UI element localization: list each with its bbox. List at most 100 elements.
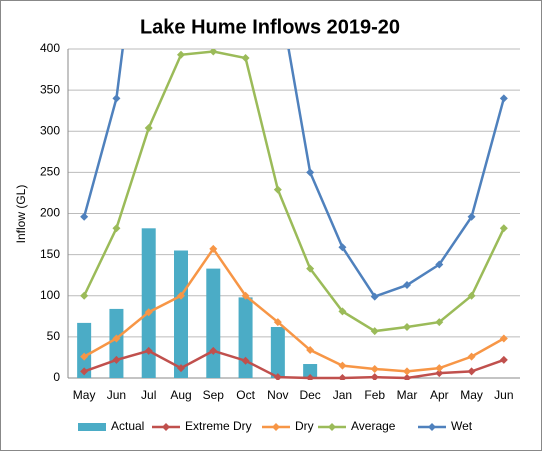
line bbox=[82, 49, 506, 299]
bar bbox=[109, 308, 124, 378]
marker bbox=[435, 364, 444, 373]
bar bbox=[77, 322, 92, 378]
marker bbox=[306, 168, 315, 177]
marker bbox=[338, 374, 347, 380]
legend-label: Extreme Dry bbox=[185, 419, 252, 433]
legend-label: Wet bbox=[451, 419, 473, 433]
marker bbox=[403, 374, 411, 380]
marker bbox=[403, 323, 411, 332]
y-tick-label: 250 bbox=[40, 165, 60, 179]
marker bbox=[144, 346, 153, 355]
marker bbox=[241, 291, 250, 300]
legend-label: Average bbox=[351, 419, 396, 433]
marker bbox=[370, 292, 379, 301]
marker bbox=[80, 367, 89, 376]
x-tick-label: Feb bbox=[364, 388, 385, 402]
marker bbox=[209, 346, 218, 355]
y-tick-label: 50 bbox=[47, 329, 61, 343]
x-tick-label: Dec bbox=[299, 388, 320, 402]
marker bbox=[177, 291, 185, 300]
marker bbox=[467, 212, 476, 221]
x-tick-label: Jan bbox=[333, 388, 352, 402]
marker bbox=[112, 355, 121, 364]
bar bbox=[141, 228, 156, 378]
marker bbox=[112, 224, 121, 233]
x-tick-label: Oct bbox=[236, 388, 255, 402]
line bbox=[83, 349, 505, 380]
plot-area bbox=[77, 49, 508, 380]
marker bbox=[241, 54, 250, 63]
legend-label: Actual bbox=[111, 419, 144, 433]
y-axis-label: Inflow (GL) bbox=[14, 185, 28, 244]
marker bbox=[112, 334, 121, 343]
x-tick-label: Sep bbox=[203, 388, 225, 402]
x-tick-label: Jun bbox=[494, 388, 513, 402]
legend-marker bbox=[162, 423, 170, 431]
marker bbox=[435, 318, 444, 327]
marker bbox=[338, 361, 347, 370]
y-tick-label: 100 bbox=[40, 288, 60, 302]
x-tick-label: May bbox=[73, 388, 96, 402]
x-tick-label: Apr bbox=[430, 388, 449, 402]
marker bbox=[273, 373, 282, 380]
marker bbox=[499, 224, 508, 233]
y-tick-label: 350 bbox=[40, 82, 60, 96]
bar bbox=[270, 327, 285, 378]
bar bbox=[238, 297, 253, 378]
y-tick-label: 300 bbox=[40, 123, 60, 137]
x-tick-label: Aug bbox=[170, 388, 191, 402]
marker bbox=[144, 308, 153, 317]
marker bbox=[338, 307, 347, 316]
marker bbox=[306, 264, 315, 273]
marker bbox=[80, 291, 89, 300]
x-tick-label: May bbox=[460, 388, 483, 402]
marker bbox=[499, 334, 508, 343]
x-tick-label: Mar bbox=[397, 388, 418, 402]
marker bbox=[370, 364, 379, 373]
marker bbox=[370, 327, 379, 336]
marker bbox=[403, 281, 411, 290]
marker bbox=[435, 260, 444, 269]
y-tick-label: 200 bbox=[40, 206, 60, 220]
marker bbox=[112, 94, 121, 103]
marker bbox=[273, 318, 282, 327]
x-tick-label: Jul bbox=[141, 388, 156, 402]
legend-swatch bbox=[78, 423, 106, 431]
marker bbox=[499, 355, 508, 364]
marker bbox=[209, 244, 218, 253]
legend-marker bbox=[328, 423, 336, 431]
marker bbox=[467, 367, 476, 376]
x-tick-label: Nov bbox=[267, 388, 288, 402]
y-tick-label: 150 bbox=[40, 247, 60, 261]
legend-marker bbox=[272, 423, 280, 431]
x-tick-label: Jun bbox=[107, 388, 126, 402]
marker bbox=[80, 212, 89, 221]
chart-title: Lake Hume Inflows 2019-20 bbox=[140, 16, 400, 38]
marker bbox=[273, 185, 282, 194]
y-tick-label: 400 bbox=[40, 41, 60, 55]
marker bbox=[403, 367, 411, 376]
legend-marker bbox=[428, 423, 436, 431]
marker bbox=[209, 49, 218, 56]
marker bbox=[499, 94, 508, 103]
marker bbox=[241, 356, 250, 365]
marker bbox=[177, 50, 185, 59]
marker bbox=[80, 352, 89, 361]
marker bbox=[467, 352, 476, 361]
marker bbox=[144, 123, 153, 132]
marker bbox=[467, 291, 476, 300]
bar bbox=[174, 250, 188, 378]
marker bbox=[306, 374, 315, 380]
marker bbox=[306, 346, 315, 355]
marker bbox=[370, 373, 379, 380]
bar bbox=[303, 364, 318, 378]
bar bbox=[206, 268, 221, 378]
marker bbox=[435, 369, 444, 378]
marker bbox=[338, 243, 347, 252]
line bbox=[83, 246, 505, 373]
legend-label: Dry bbox=[295, 419, 314, 433]
line bbox=[83, 50, 505, 333]
y-tick-label: 0 bbox=[53, 370, 60, 384]
